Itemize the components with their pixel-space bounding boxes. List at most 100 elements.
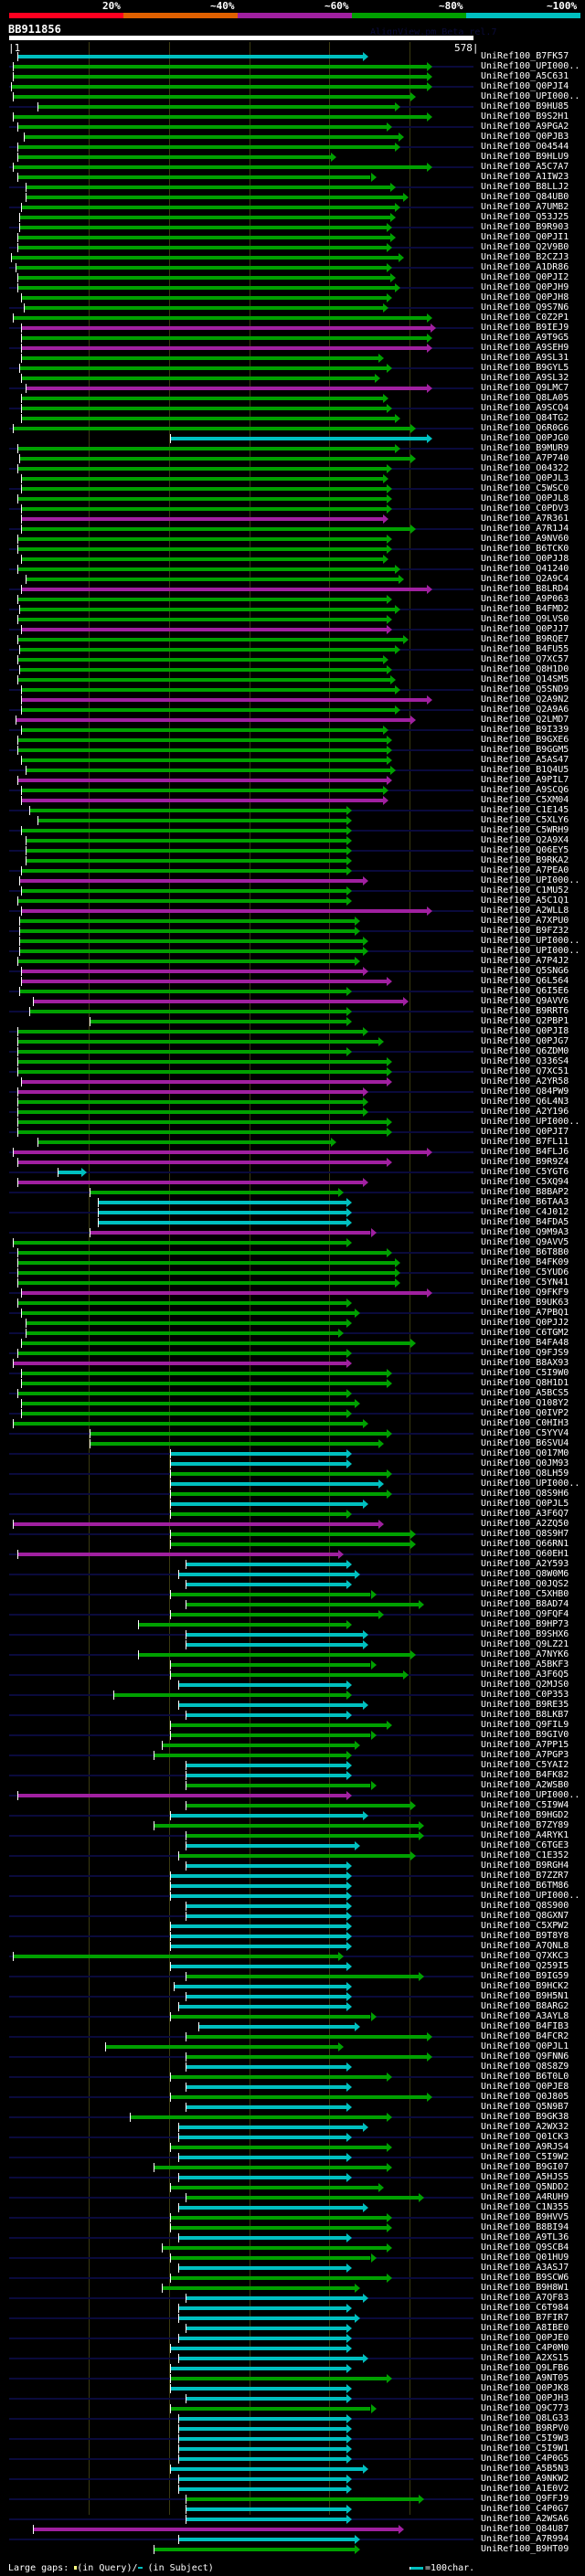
subject-link[interactable]: UniRef100_B6TCK0 xyxy=(481,544,569,554)
alignment-bar[interactable] xyxy=(18,366,388,370)
alignment-bar[interactable] xyxy=(25,196,403,199)
alignment-bar[interactable] xyxy=(37,819,347,822)
alignment-row[interactable]: UniRef100_B9RKA2 xyxy=(0,855,585,866)
alignment-row[interactable]: UniRef100_B4FK09 xyxy=(0,1257,585,1268)
alignment-bar[interactable] xyxy=(21,698,427,702)
subject-link[interactable]: UniRef100_B7ZY89 xyxy=(481,1820,569,1830)
alignment-bar[interactable] xyxy=(177,2206,363,2210)
alignment-bar[interactable] xyxy=(16,1070,388,1074)
alignment-row[interactable]: UniRef100_Q9LZ21 xyxy=(0,1639,585,1650)
alignment-bar[interactable] xyxy=(177,2236,347,2240)
alignment-bar[interactable] xyxy=(21,970,363,973)
alignment-row[interactable]: UniRef100_B9GXE6 xyxy=(0,735,585,746)
alignment-row[interactable]: UniRef100_A7PEA0 xyxy=(0,865,585,876)
alignment-bar[interactable] xyxy=(186,2327,347,2330)
alignment-bar[interactable] xyxy=(16,598,388,601)
subject-link[interactable]: UniRef100_Q2PBP1 xyxy=(481,1016,569,1026)
subject-link[interactable]: UniRef100_Q01HU9 xyxy=(481,2253,569,2263)
subject-link[interactable]: UniRef100_UPI000.. xyxy=(481,1479,580,1489)
alignment-row[interactable]: UniRef100_Q9C773 xyxy=(0,2403,585,2414)
alignment-row[interactable]: UniRef100_B8AD74 xyxy=(0,1599,585,1610)
alignment-bar[interactable] xyxy=(186,2065,347,2069)
alignment-bar[interactable] xyxy=(137,1623,347,1627)
alignment-row[interactable]: UniRef100_A2XS15 xyxy=(0,2353,585,2364)
alignment-row[interactable]: UniRef100_A5C1Q1 xyxy=(0,896,585,906)
subject-link[interactable]: UniRef100_B7ZZR7 xyxy=(481,1871,569,1881)
alignment-bar[interactable] xyxy=(177,2125,363,2129)
alignment-row[interactable]: UniRef100_Q0PJL1 xyxy=(0,2041,585,2052)
alignment-row[interactable]: UniRef100_Q66RN1 xyxy=(0,1539,585,1550)
subject-link[interactable]: UniRef100_Q0IVP2 xyxy=(481,1408,569,1418)
alignment-bar[interactable] xyxy=(21,758,388,762)
alignment-row[interactable]: UniRef100_O04544 xyxy=(0,142,585,153)
alignment-bar[interactable] xyxy=(21,487,388,491)
alignment-bar[interactable] xyxy=(169,1965,347,1968)
alignment-bar[interactable] xyxy=(169,2467,363,2471)
alignment-row[interactable]: UniRef100_A9SCQ6 xyxy=(0,785,585,796)
subject-link[interactable]: UniRef100_Q7XKC3 xyxy=(481,1951,569,1961)
alignment-row[interactable]: UniRef100_A9NV60 xyxy=(0,534,585,545)
alignment-bar[interactable] xyxy=(13,1522,379,1526)
subject-link[interactable]: UniRef100_B9GYL5 xyxy=(481,363,569,373)
alignment-bar[interactable] xyxy=(186,1713,347,1717)
alignment-bar[interactable] xyxy=(177,2136,347,2139)
alignment-bar[interactable] xyxy=(16,1030,363,1034)
subject-link[interactable]: UniRef100_B6T8B0 xyxy=(481,1247,569,1257)
alignment-row[interactable]: UniRef100_B9HVV5 xyxy=(0,2212,585,2223)
alignment-bar[interactable] xyxy=(16,246,388,249)
alignment-bar[interactable] xyxy=(169,2407,371,2411)
subject-link[interactable]: UniRef100_Q0PJH3 xyxy=(481,2393,569,2403)
alignment-bar[interactable] xyxy=(21,356,379,360)
subject-link[interactable]: UniRef100_Q0PJE8 xyxy=(481,2082,569,2092)
alignment-row[interactable]: UniRef100_Q0JM93 xyxy=(0,1458,585,1469)
alignment-bar[interactable] xyxy=(186,2105,347,2109)
alignment-bar[interactable] xyxy=(16,1794,347,1797)
alignment-bar[interactable] xyxy=(186,1914,347,1918)
alignment-row[interactable]: UniRef100_C4P0M0 xyxy=(0,2343,585,2354)
subject-link[interactable]: UniRef100_Q9SCB4 xyxy=(481,2242,569,2253)
subject-link[interactable]: UniRef100_Q0JM93 xyxy=(481,1458,569,1468)
alignment-row[interactable]: UniRef100_Q9FNN6 xyxy=(0,2051,585,2062)
subject-link[interactable]: UniRef100_A3ASJ7 xyxy=(481,2263,569,2273)
alignment-bar[interactable] xyxy=(169,2367,347,2370)
subject-link[interactable]: UniRef100_A7PP15 xyxy=(481,1740,569,1750)
subject-link[interactable]: UniRef100_Q0PJI4 xyxy=(481,81,569,91)
subject-link[interactable]: UniRef100_B9GGM5 xyxy=(481,745,569,755)
subject-link[interactable]: UniRef100_UPI000.. xyxy=(481,946,580,956)
subject-link[interactable]: UniRef100_Q0PJJ2 xyxy=(481,1318,569,1328)
alignment-row[interactable]: UniRef100_A5C631 xyxy=(0,71,585,82)
subject-link[interactable]: UniRef100_Q017M0 xyxy=(481,1448,569,1458)
subject-link[interactable]: UniRef100_Q8LH59 xyxy=(481,1468,569,1479)
alignment-row[interactable]: UniRef100_C5I9W4 xyxy=(0,1800,585,1811)
subject-link[interactable]: UniRef100_B9RPV0 xyxy=(481,2423,569,2433)
alignment-row[interactable]: UniRef100_B8LKB7 xyxy=(0,1710,585,1721)
subject-link[interactable]: UniRef100_C5YAI2 xyxy=(481,1760,569,1770)
alignment-bar[interactable] xyxy=(21,296,388,300)
alignment-row[interactable]: UniRef100_Q84UB0 xyxy=(0,192,585,203)
alignment-bar[interactable] xyxy=(177,2156,347,2159)
subject-link[interactable]: UniRef100_B9HVV5 xyxy=(481,2212,569,2222)
alignment-row[interactable]: UniRef100_Q0PJL3 xyxy=(0,473,585,484)
alignment-bar[interactable] xyxy=(174,1985,347,1988)
alignment-row[interactable]: UniRef100_A2WSA6 xyxy=(0,2514,585,2525)
alignment-row[interactable]: UniRef100_A2YR58 xyxy=(0,1076,585,1087)
alignment-row[interactable]: UniRef100_B6TM86 xyxy=(0,1881,585,1892)
alignment-bar[interactable] xyxy=(23,306,383,310)
alignment-bar[interactable] xyxy=(18,668,388,672)
alignment-bar[interactable] xyxy=(89,1191,339,1194)
alignment-row[interactable]: UniRef100_B7ZY89 xyxy=(0,1820,585,1831)
subject-link[interactable]: UniRef100_B6TAA3 xyxy=(481,1197,569,1207)
alignment-bar[interactable] xyxy=(21,789,383,792)
alignment-bar[interactable] xyxy=(89,1442,379,1446)
subject-link[interactable]: UniRef100_B9S2H1 xyxy=(481,111,569,122)
alignment-row[interactable]: UniRef100_B9HGD2 xyxy=(0,1810,585,1821)
alignment-row[interactable]: UniRef100_C0HIH3 xyxy=(0,1418,585,1429)
subject-link[interactable]: UniRef100_A2WSA6 xyxy=(481,2514,569,2524)
alignment-row[interactable]: UniRef100_Q0PJI4 xyxy=(0,81,585,92)
alignment-row[interactable]: UniRef100_B6TCK0 xyxy=(0,544,585,555)
alignment-bar[interactable] xyxy=(169,2377,388,2380)
alignment-row[interactable]: UniRef100_C6T984 xyxy=(0,2303,585,2314)
alignment-row[interactable]: UniRef100_Q7XC51 xyxy=(0,1066,585,1077)
subject-link[interactable]: UniRef100_B9SCW6 xyxy=(481,2273,569,2283)
alignment-bar[interactable] xyxy=(21,909,427,913)
